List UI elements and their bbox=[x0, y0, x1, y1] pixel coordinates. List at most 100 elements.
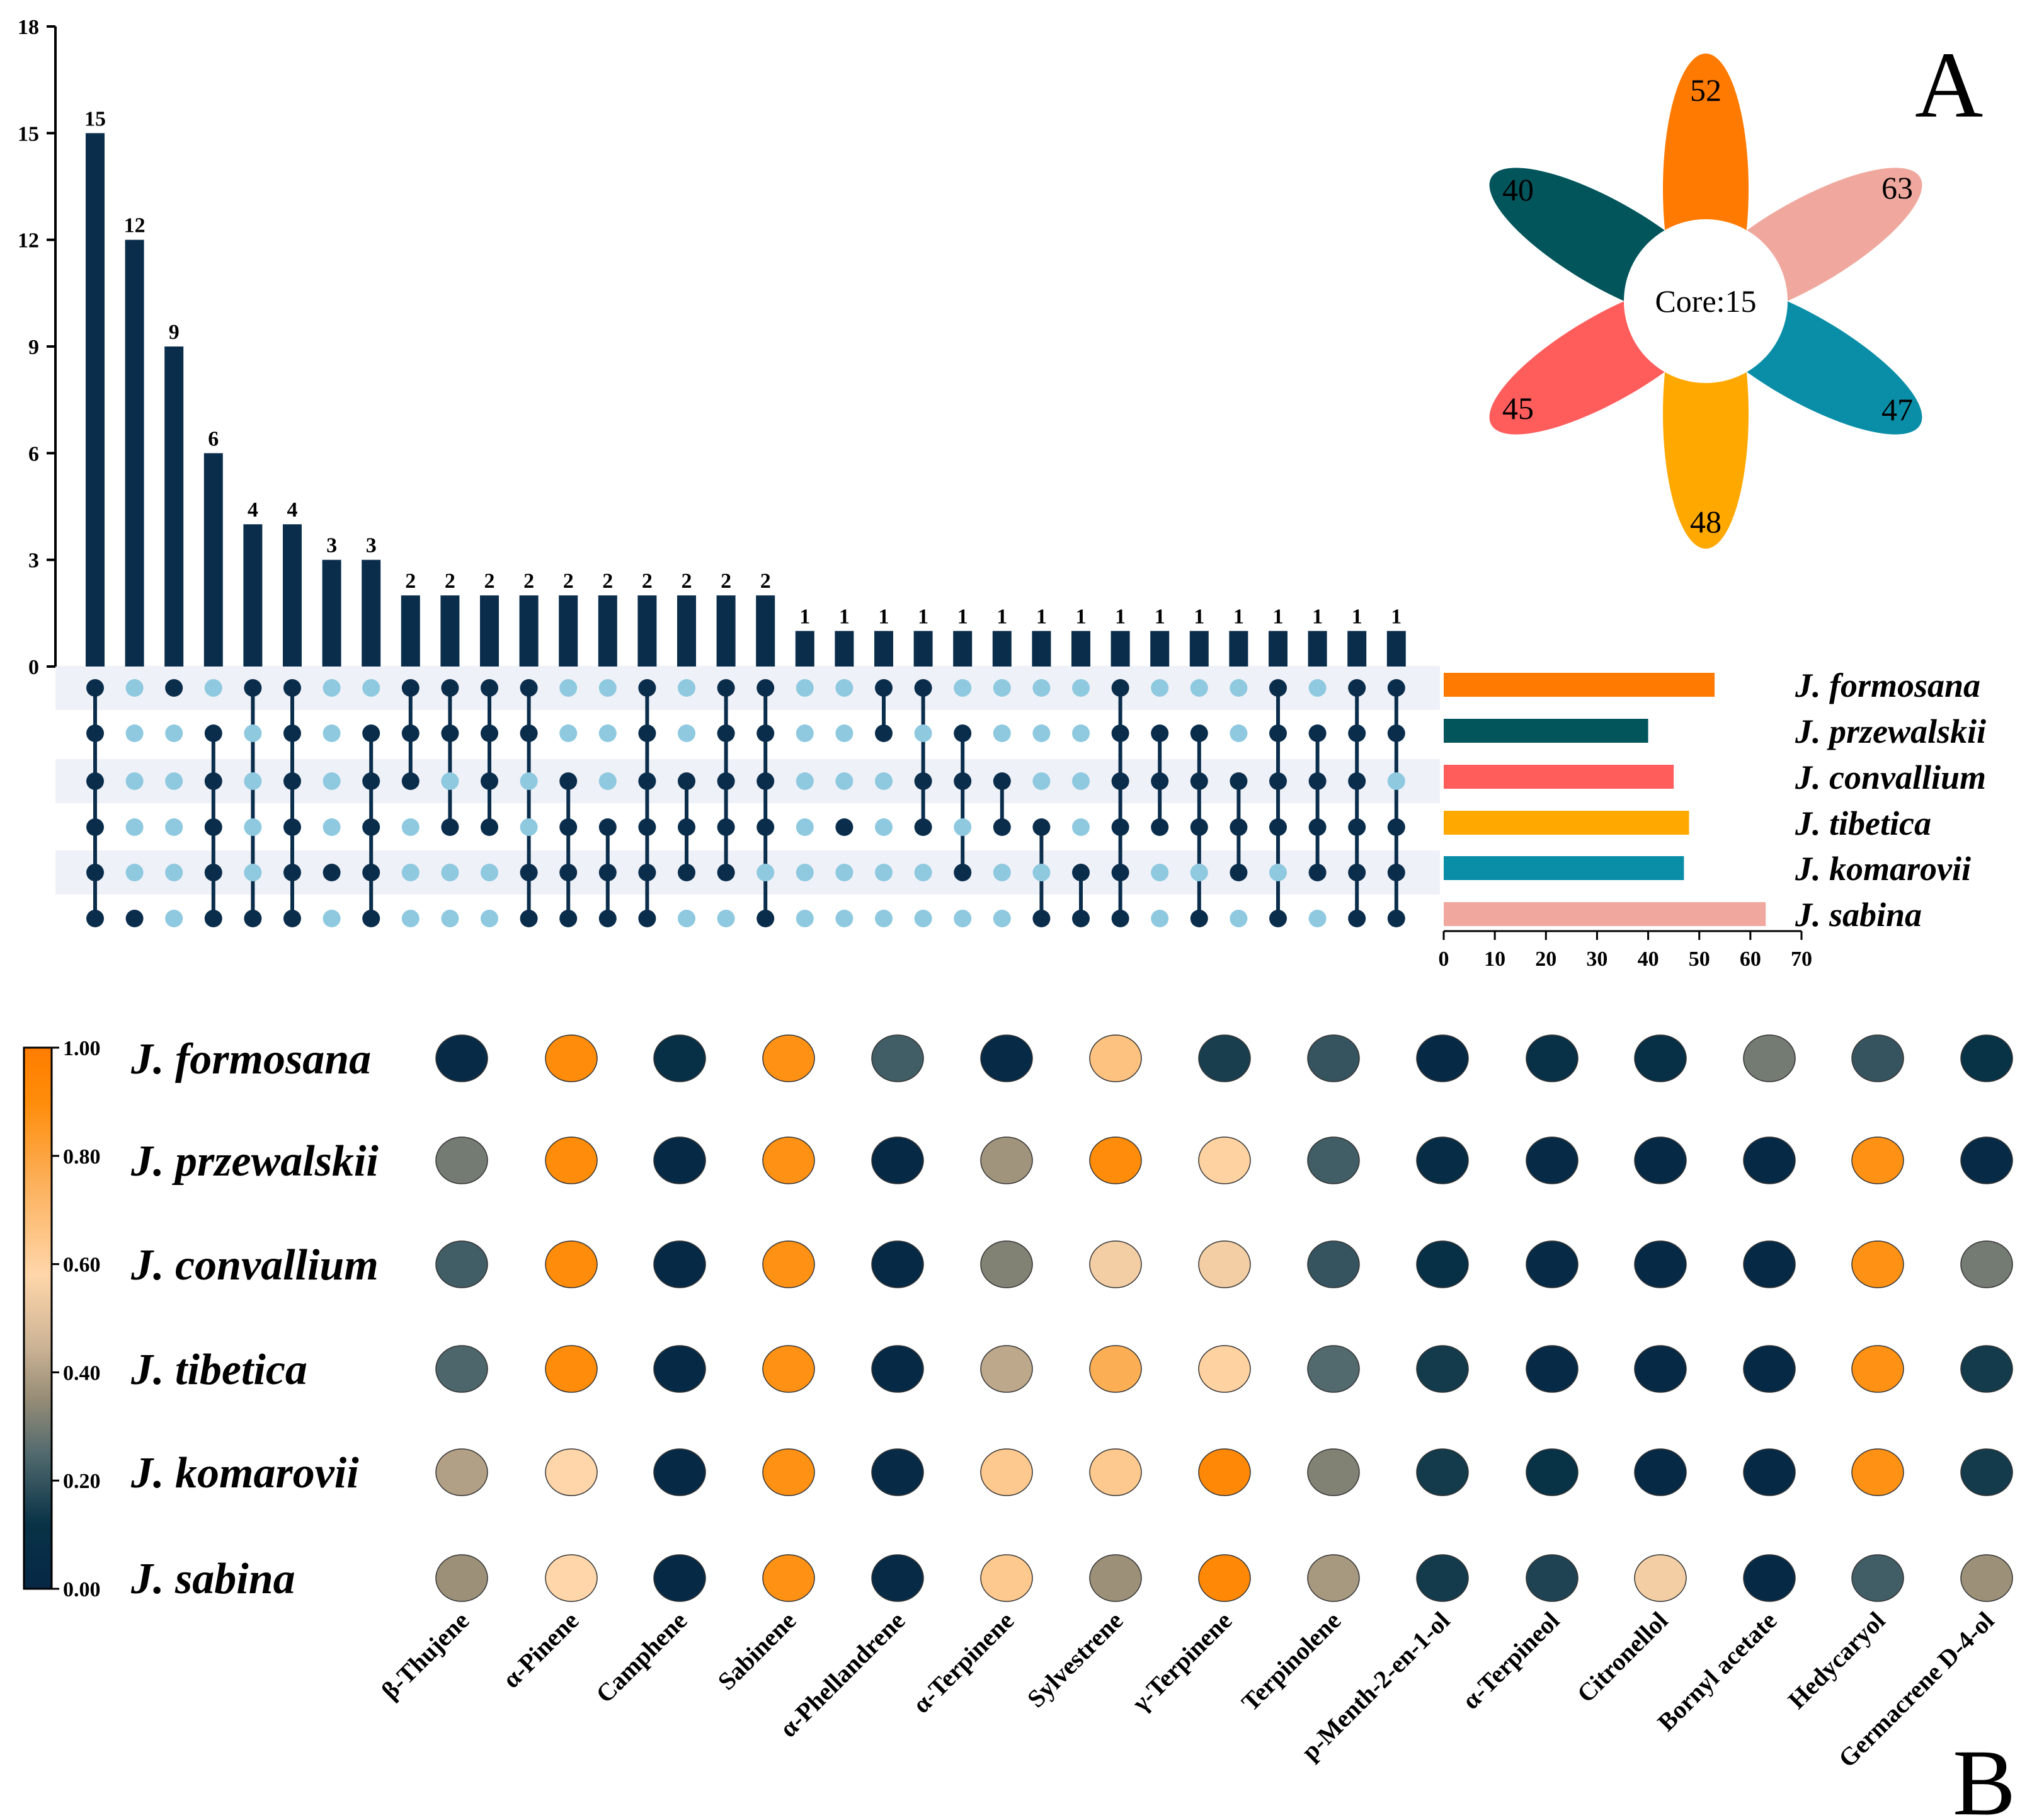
heat-dot[interactable] bbox=[871, 1034, 924, 1082]
heat-dot[interactable] bbox=[980, 1034, 1033, 1082]
heat-dot[interactable] bbox=[1743, 1136, 1796, 1184]
heat-dot[interactable] bbox=[1743, 1345, 1796, 1393]
heat-dot[interactable] bbox=[1851, 1240, 1904, 1288]
heat-dot[interactable] bbox=[1960, 1240, 2013, 1288]
intersection-bar[interactable] bbox=[756, 595, 775, 667]
heat-dot[interactable] bbox=[545, 1034, 598, 1082]
heat-dot[interactable] bbox=[1198, 1136, 1251, 1184]
heat-dot[interactable] bbox=[762, 1448, 815, 1496]
heat-dot[interactable] bbox=[980, 1448, 1033, 1496]
heat-dot[interactable] bbox=[653, 1034, 706, 1082]
heat-dot[interactable] bbox=[1743, 1240, 1796, 1288]
heat-dot[interactable] bbox=[1851, 1448, 1904, 1496]
heat-dot[interactable] bbox=[1089, 1136, 1142, 1184]
set-size-bar[interactable] bbox=[1444, 719, 1648, 743]
intersection-bar[interactable] bbox=[1189, 631, 1209, 667]
intersection-bar[interactable] bbox=[164, 346, 184, 667]
heat-dot[interactable] bbox=[435, 1136, 488, 1184]
intersection-bar[interactable] bbox=[519, 595, 539, 667]
heat-dot[interactable] bbox=[980, 1345, 1033, 1393]
intersection-bar[interactable] bbox=[1150, 631, 1170, 667]
heat-dot[interactable] bbox=[980, 1136, 1033, 1184]
intersection-bar[interactable] bbox=[125, 239, 144, 667]
heat-dot[interactable] bbox=[871, 1554, 924, 1602]
intersection-bar[interactable] bbox=[953, 631, 973, 667]
heat-dot[interactable] bbox=[1089, 1554, 1142, 1602]
heat-dot[interactable] bbox=[1307, 1136, 1360, 1184]
heat-dot[interactable] bbox=[545, 1448, 598, 1496]
set-size-bar[interactable] bbox=[1444, 673, 1715, 697]
heat-dot[interactable] bbox=[871, 1448, 924, 1496]
heat-dot[interactable] bbox=[1526, 1448, 1579, 1496]
heat-dot[interactable] bbox=[871, 1345, 924, 1393]
heat-dot[interactable] bbox=[1416, 1554, 1469, 1602]
heat-dot[interactable] bbox=[545, 1345, 598, 1393]
heat-dot[interactable] bbox=[980, 1240, 1033, 1288]
heat-dot[interactable] bbox=[1198, 1034, 1251, 1082]
heat-dot[interactable] bbox=[1634, 1240, 1687, 1288]
heat-dot[interactable] bbox=[1634, 1448, 1687, 1496]
heat-dot[interactable] bbox=[1526, 1554, 1579, 1602]
heat-dot[interactable] bbox=[545, 1240, 598, 1288]
heat-dot[interactable] bbox=[1960, 1448, 2013, 1496]
intersection-bar[interactable] bbox=[795, 631, 814, 667]
set-size-bar[interactable] bbox=[1444, 811, 1689, 835]
intersection-bar[interactable] bbox=[637, 595, 657, 667]
intersection-bar[interactable] bbox=[1347, 631, 1367, 667]
heat-dot[interactable] bbox=[1526, 1240, 1579, 1288]
heat-dot[interactable] bbox=[762, 1136, 815, 1184]
heat-dot[interactable] bbox=[1851, 1554, 1904, 1602]
intersection-bar[interactable] bbox=[913, 631, 933, 667]
heat-dot[interactable] bbox=[1198, 1554, 1251, 1602]
heat-dot[interactable] bbox=[871, 1136, 924, 1184]
intersection-bar[interactable] bbox=[1308, 631, 1327, 667]
heat-dot[interactable] bbox=[1743, 1448, 1796, 1496]
intersection-bar[interactable] bbox=[1386, 631, 1406, 667]
intersection-bar[interactable] bbox=[322, 559, 341, 667]
heat-dot[interactable] bbox=[1198, 1448, 1251, 1496]
intersection-bar[interactable] bbox=[1269, 631, 1287, 667]
heat-dot[interactable] bbox=[762, 1345, 815, 1393]
heat-dot[interactable] bbox=[1416, 1034, 1469, 1082]
heat-dot[interactable] bbox=[1416, 1448, 1469, 1496]
heat-dot[interactable] bbox=[1960, 1034, 2013, 1082]
heat-dot[interactable] bbox=[1089, 1034, 1142, 1082]
set-size-bar[interactable] bbox=[1444, 856, 1684, 880]
heat-dot[interactable] bbox=[1416, 1240, 1469, 1288]
intersection-bar[interactable] bbox=[992, 631, 1012, 667]
heat-dot[interactable] bbox=[1634, 1345, 1687, 1393]
heat-dot[interactable] bbox=[1089, 1240, 1142, 1288]
heat-dot[interactable] bbox=[545, 1136, 598, 1184]
heat-dot[interactable] bbox=[653, 1554, 706, 1602]
intersection-bar[interactable] bbox=[559, 595, 578, 667]
heat-dot[interactable] bbox=[1743, 1554, 1796, 1602]
intersection-bar[interactable] bbox=[1229, 631, 1248, 667]
set-size-bar[interactable] bbox=[1444, 902, 1766, 926]
heat-dot[interactable] bbox=[435, 1034, 488, 1082]
heat-dot[interactable] bbox=[435, 1345, 488, 1393]
heat-dot[interactable] bbox=[1851, 1345, 1904, 1393]
heat-dot[interactable] bbox=[1307, 1345, 1360, 1393]
heat-dot[interactable] bbox=[1089, 1448, 1142, 1496]
heat-dot[interactable] bbox=[1198, 1240, 1251, 1288]
intersection-bar[interactable] bbox=[1110, 631, 1130, 667]
heat-dot[interactable] bbox=[1416, 1136, 1469, 1184]
intersection-bar[interactable] bbox=[86, 133, 105, 667]
heat-dot[interactable] bbox=[871, 1240, 924, 1288]
heat-dot[interactable] bbox=[1526, 1136, 1579, 1184]
intersection-bar[interactable] bbox=[1071, 631, 1090, 667]
heat-dot[interactable] bbox=[1307, 1240, 1360, 1288]
intersection-bar[interactable] bbox=[1032, 631, 1051, 667]
intersection-bar[interactable] bbox=[480, 595, 499, 667]
heat-dot[interactable] bbox=[1960, 1345, 2013, 1393]
heat-dot[interactable] bbox=[653, 1136, 706, 1184]
heat-dot[interactable] bbox=[435, 1240, 488, 1288]
heat-dot[interactable] bbox=[1743, 1034, 1796, 1082]
heat-dot[interactable] bbox=[1851, 1034, 1904, 1082]
heat-dot[interactable] bbox=[1307, 1554, 1360, 1602]
heat-dot[interactable] bbox=[1634, 1034, 1687, 1082]
intersection-bar[interactable] bbox=[362, 559, 381, 667]
heat-dot[interactable] bbox=[545, 1554, 598, 1602]
intersection-bar[interactable] bbox=[716, 595, 736, 667]
heat-dot[interactable] bbox=[1634, 1554, 1687, 1602]
